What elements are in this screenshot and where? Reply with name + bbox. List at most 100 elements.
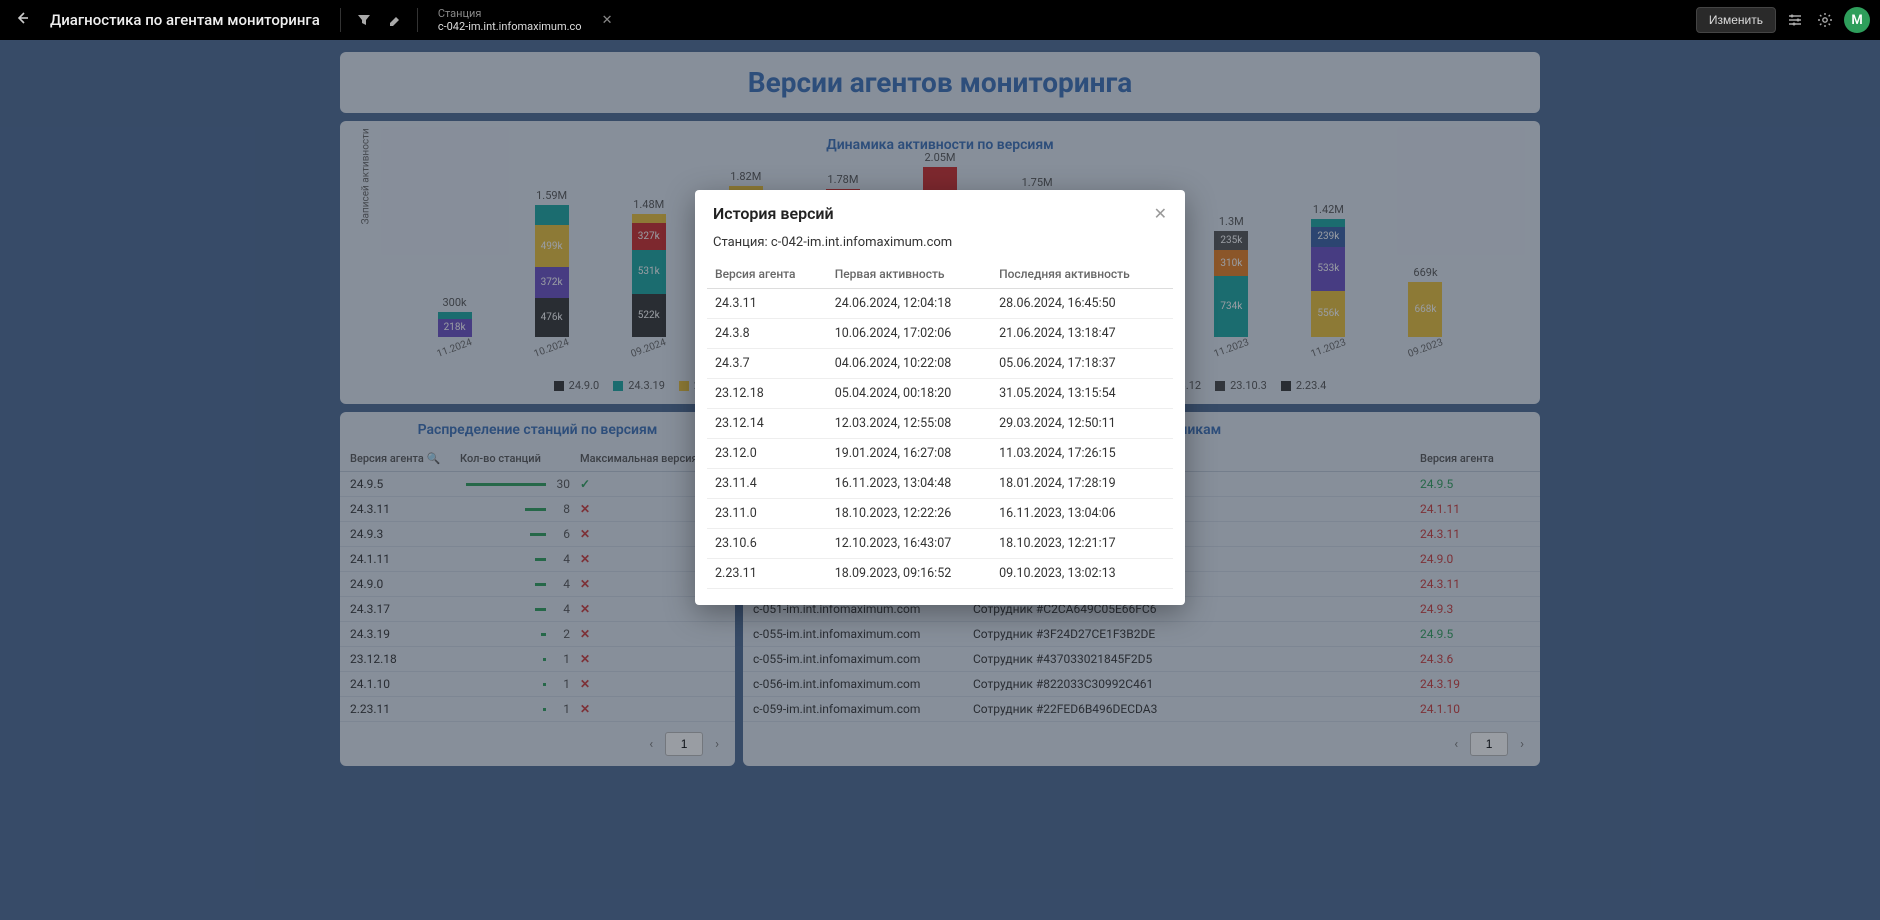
cell-ver: 24.3.7 <box>707 349 827 379</box>
cell-count: 2 <box>460 627 570 641</box>
table-row: 23.12.1805.04.2024, 00:18:2031.05.2024, … <box>707 379 1173 409</box>
cross-icon: ✕ <box>580 552 590 566</box>
bar-column[interactable]: 1.59M476k372k499k <box>503 189 600 337</box>
check-icon: ✓ <box>580 477 590 491</box>
table-row[interactable]: 24.9.530✓ <box>340 472 735 497</box>
table-row[interactable]: 24.3.192✕ <box>340 622 735 647</box>
col-last: Последняя активность <box>991 260 1173 289</box>
table-row[interactable]: 24.1.101✕ <box>340 672 735 697</box>
cell-version: 24.3.19 <box>350 627 460 641</box>
edit-button[interactable]: Изменить <box>1696 7 1776 33</box>
legend-item[interactable]: 24.3.19 <box>613 379 665 392</box>
table-row[interactable]: 24.9.04✕ <box>340 572 735 597</box>
legend-swatch <box>679 381 689 391</box>
legend-swatch <box>1215 381 1225 391</box>
bar-column[interactable]: 1.48M522k531k327k <box>600 198 697 337</box>
cell-ver: 23.12.14 <box>707 409 827 439</box>
page-title: Диагностика по агентам мониторинга <box>42 11 328 29</box>
dist-title: Распределение станций по версиям <box>340 418 735 446</box>
col-version: Версия агента 🔍 <box>350 452 460 465</box>
cross-icon: ✕ <box>580 527 590 541</box>
mini-bar <box>525 508 546 511</box>
table-row[interactable]: c-056-im.int.infomaximum.comСотрудник #8… <box>743 672 1540 697</box>
table-row[interactable]: c-055-im.int.infomaximum.comСотрудник #4… <box>743 647 1540 672</box>
back-button[interactable] <box>10 6 34 34</box>
legend-label: 2.23.4 <box>1296 379 1327 392</box>
eraser-icon[interactable] <box>383 9 405 31</box>
filter-icon[interactable] <box>353 9 375 31</box>
page-input[interactable] <box>1470 732 1508 756</box>
next-page-button[interactable]: › <box>711 735 723 754</box>
cell-agent-version: 24.3.19 <box>1420 677 1530 691</box>
distribution-panel: Распределение станций по версиям Версия … <box>340 412 735 766</box>
cell-count: 4 <box>460 577 570 591</box>
bar-segment: 533k <box>1311 247 1345 291</box>
cell-last: 28.06.2024, 16:45:50 <box>991 289 1173 319</box>
mini-bar <box>543 658 546 661</box>
legend-item[interactable]: 23.10.3 <box>1215 379 1267 392</box>
bar-segment: 522k <box>632 294 666 337</box>
sliders-icon[interactable] <box>1784 9 1806 31</box>
cross-icon: ✕ <box>580 502 590 516</box>
table-row[interactable]: 24.3.174✕ <box>340 597 735 622</box>
cell-first: 04.06.2024, 10:22:08 <box>827 349 991 379</box>
close-icon[interactable]: ✕ <box>1154 204 1167 223</box>
chip-value: c-042-im.int.infomaximum.co <box>438 20 582 33</box>
count-value: 4 <box>552 602 570 616</box>
bar-column[interactable]: 1.3M734k310k235k <box>1183 215 1280 337</box>
col-first: Первая активность <box>827 260 991 289</box>
cell-version: 24.1.11 <box>350 552 460 566</box>
prev-page-button[interactable]: ‹ <box>645 735 657 754</box>
cell-version: 24.9.3 <box>350 527 460 541</box>
history-table: Версия агента Первая активность Последня… <box>707 260 1173 589</box>
legend-item[interactable]: 2.23.4 <box>1281 379 1327 392</box>
bar-stack: 734k310k235k <box>1214 231 1248 337</box>
bar-column[interactable]: 1.42M556k533k239k <box>1280 203 1377 337</box>
chip-label: Станция <box>438 7 582 20</box>
modal-station: Станция: c-042-im.int.infomaximum.com <box>695 229 1185 260</box>
cell-agent-version: 24.3.11 <box>1420 577 1530 591</box>
cell-count: 1 <box>460 652 570 666</box>
legend-item[interactable]: 24.9.0 <box>554 379 600 392</box>
bar-segment <box>632 214 666 222</box>
bar-total-label: 2.05M <box>924 151 955 164</box>
table-row[interactable]: 2.23.111✕ <box>340 697 735 722</box>
bar-total-label: 1.75M <box>1022 176 1053 189</box>
cell-ver: 23.12.18 <box>707 379 827 409</box>
bar-stack: 556k533k239k <box>1311 219 1345 337</box>
table-row[interactable]: 24.1.114✕ <box>340 547 735 572</box>
cross-icon: ✕ <box>580 577 590 591</box>
cell-count: 1 <box>460 677 570 691</box>
mini-bar <box>541 633 546 636</box>
cell-version: 24.3.11 <box>350 502 460 516</box>
chip-close-icon[interactable]: ✕ <box>598 13 617 28</box>
prev-page-button[interactable]: ‹ <box>1450 735 1462 754</box>
gear-icon[interactable] <box>1814 9 1836 31</box>
table-row[interactable]: c-059-im.int.infomaximum.comСотрудник #2… <box>743 697 1540 722</box>
filter-chip[interactable]: Станция c-042-im.int.infomaximum.co <box>430 5 590 35</box>
cell-count: 8 <box>460 502 570 516</box>
app-header: Диагностика по агентам мониторинга Станц… <box>0 0 1880 40</box>
cell-last: 11.03.2024, 17:26:15 <box>991 439 1173 469</box>
cell-last: 31.05.2024, 13:15:54 <box>991 379 1173 409</box>
legend-swatch <box>613 381 623 391</box>
page-input[interactable] <box>665 732 703 756</box>
search-icon[interactable]: 🔍 <box>427 452 441 465</box>
legend-label: 24.9.0 <box>569 379 600 392</box>
table-row[interactable]: c-055-im.int.infomaximum.comСотрудник #3… <box>743 622 1540 647</box>
table-row: 2.23.1118.09.2023, 09:16:5209.10.2023, 1… <box>707 559 1173 589</box>
bar-column[interactable]: 669k668k <box>1377 266 1474 337</box>
mini-bar <box>466 483 546 486</box>
table-row[interactable]: 24.3.118 ✕ <box>340 497 735 522</box>
cross-icon: ✕ <box>580 652 590 666</box>
cell-ver: 23.12.0 <box>707 439 827 469</box>
cell-version: 23.12.18 <box>350 652 460 666</box>
table-row[interactable]: 23.12.181 ✕ <box>340 647 735 672</box>
cell-first: 18.09.2023, 09:16:52 <box>827 559 991 589</box>
next-page-button[interactable]: › <box>1516 735 1528 754</box>
table-row: 23.12.1412.03.2024, 12:55:0829.03.2024, … <box>707 409 1173 439</box>
table-row[interactable]: 24.9.36✕ <box>340 522 735 547</box>
avatar[interactable]: M <box>1844 7 1870 33</box>
cell-station: c-055-im.int.infomaximum.com <box>753 627 973 641</box>
cross-icon: ✕ <box>580 702 590 716</box>
